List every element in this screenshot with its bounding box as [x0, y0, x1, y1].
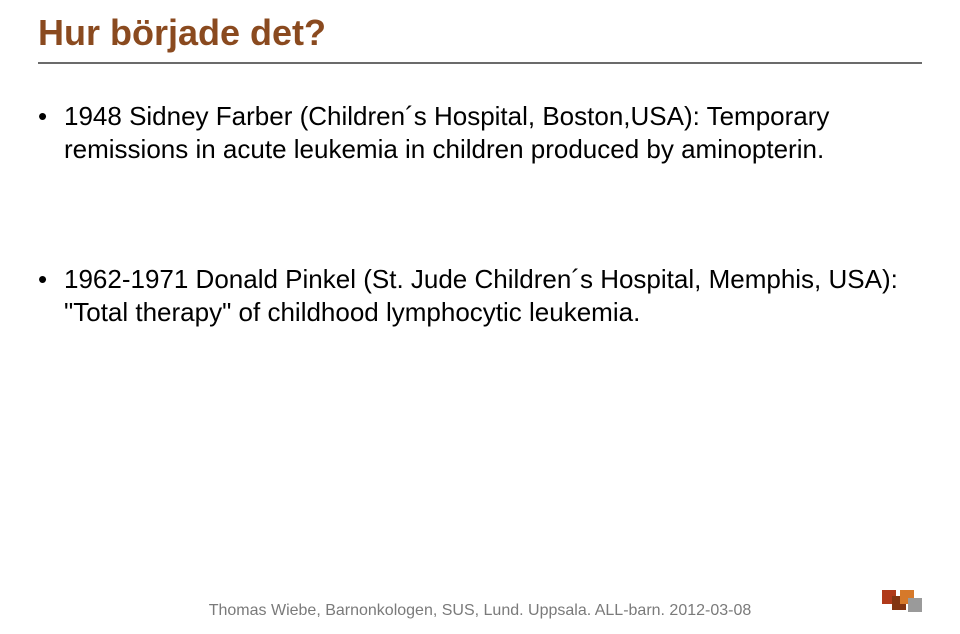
- slide-footer: Thomas Wiebe, Barnonkologen, SUS, Lund. …: [0, 602, 960, 620]
- slide-title: Hur började det?: [38, 12, 326, 54]
- bullet-list: 1948 Sidney Farber (Children´s Hospital,…: [38, 100, 908, 329]
- bullet-text: 1962-1971 Donald Pinkel (St. Jude Childr…: [64, 264, 898, 327]
- slide: Hur började det? 1948 Sidney Farber (Chi…: [0, 0, 960, 634]
- bullet-text: 1948 Sidney Farber (Children´s Hospital,…: [64, 101, 829, 164]
- decoration-square: [908, 598, 922, 612]
- title-divider: [38, 62, 922, 64]
- corner-decoration: [882, 590, 922, 614]
- list-item: 1948 Sidney Farber (Children´s Hospital,…: [38, 100, 908, 167]
- slide-body: 1948 Sidney Farber (Children´s Hospital,…: [38, 100, 908, 425]
- list-item: 1962-1971 Donald Pinkel (St. Jude Childr…: [38, 263, 908, 330]
